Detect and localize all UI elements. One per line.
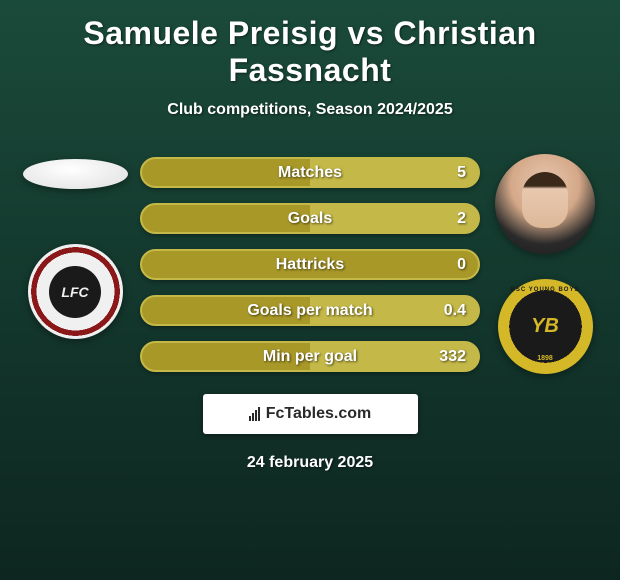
club-badge-lugano-text: LFC [49,266,101,318]
club-badge-yb-year: 1898 [537,355,553,362]
stat-label: Goals [288,210,332,228]
club-badge-yb-top: BSC YOUNG BOYS [511,287,580,293]
stat-bar-goals: Goals 2 [140,203,480,234]
stat-label: Min per goal [263,348,357,366]
club-badge-lugano: LFC [28,244,123,339]
stat-label: Goals per match [247,302,372,320]
page-title: Samuele Preisig vs Christian Fassnacht [0,15,620,89]
date-line: 24 february 2025 [247,454,373,472]
stat-bar-goals-per-match: Goals per match 0.4 [140,295,480,326]
stats-column: Matches 5 Goals 2 Hattricks 0 Goals per match 0… [140,154,480,372]
club-badge-youngboys: BSC YOUNG BOYS YB 1898 [498,279,593,374]
stat-right-value: 332 [439,348,466,366]
comparison-row: LFC Matches 5 Goals 2 Hattricks 0 Goals per ma… [0,154,620,374]
subtitle: Club competitions, Season 2024/2025 [167,101,452,119]
stat-bar-hattricks: Hattricks 0 [140,249,480,280]
stat-right-value: 0 [457,256,466,274]
player-left-column: LFC [15,154,135,339]
infographic-root: Samuele Preisig vs Christian Fassnacht C… [0,0,620,482]
player-right-avatar [495,154,595,254]
watermark-text: FcTables.com [266,405,372,423]
stat-right-value: 0.4 [444,302,466,320]
stat-bar-matches: Matches 5 [140,157,480,188]
bar-chart-icon [249,407,260,421]
stat-bar-min-per-goal: Min per goal 332 [140,341,480,372]
stat-label: Hattricks [276,256,344,274]
stat-right-value: 5 [457,164,466,182]
stat-label: Matches [278,164,342,182]
stat-right-value: 2 [457,210,466,228]
player-right-column: BSC YOUNG BOYS YB 1898 [485,154,605,374]
player-left-avatar [23,159,128,189]
watermark: FcTables.com [203,394,418,434]
club-badge-yb-text: YB [531,315,559,338]
